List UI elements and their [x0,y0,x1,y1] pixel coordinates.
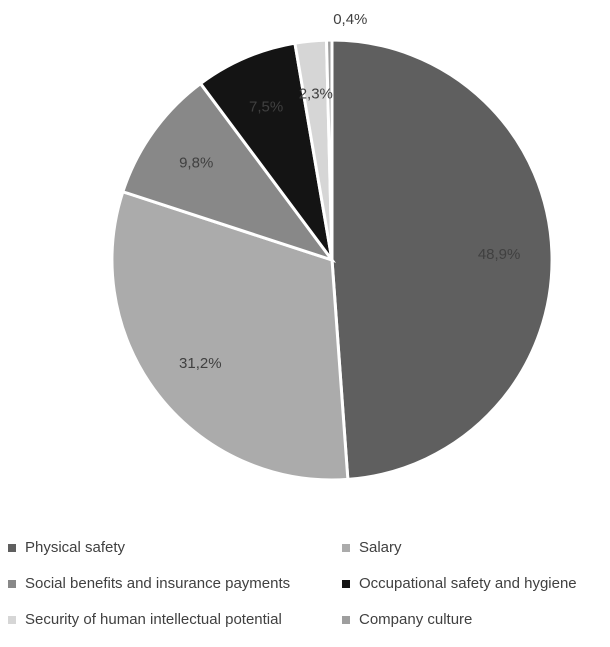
legend-item-occupational-safety: Occupational safety and hygiene [342,575,577,592]
pie-slice-salary [110,189,350,482]
legend-item-intellectual-potential: Security of human intellectual potential [8,611,282,628]
pie-slice-social-benefits-and-insurance-payments [120,81,337,263]
legend-label: Physical safety [25,539,126,556]
legend: Physical safety Salary Social benefits a… [8,539,610,647]
legend-label: Occupational safety and hygiene [359,575,577,592]
legend-item-physical-safety: Physical safety [8,539,125,556]
legend-item-company-culture: Company culture [342,611,472,628]
legend-label: Company culture [359,611,473,628]
pie-slice-physical-safety [330,38,554,482]
data-labels: 48,9% 31,2% 9,8% 7,5% 2,3% 0,4% [179,11,520,372]
legend-swatch [342,615,350,624]
legend-row: Physical safety Salary [8,539,610,575]
pie-slice-occupational-safety-and-hygiene [198,41,334,261]
data-label-security-of-human-intellectual-potential: 2,3% [299,86,333,103]
legend-swatch [8,579,16,588]
legend-swatch [342,543,350,552]
legend-swatch [342,579,350,588]
data-label-company-culture: 0,4% [333,11,367,28]
pie-chart: 48,9% 31,2% 9,8% 7,5% 2,3% 0,4% [110,11,554,482]
legend-label: Security of human intellectual potential [25,611,282,628]
data-label-occupational-safety-and-hygiene: 7,5% [249,98,283,115]
legend-label: Social benefits and insurance payments [25,575,291,592]
legend-row: Security of human intellectual potential… [8,611,610,647]
data-label-salary: 31,2% [179,355,222,372]
pie-slices [110,38,554,482]
data-label-social-benefits-and-insurance-payments: 9,8% [179,154,213,171]
legend-row: Social benefits and insurance payments O… [8,575,610,611]
legend-label: Salary [359,539,402,556]
legend-item-social-benefits: Social benefits and insurance payments [8,575,290,592]
data-label-physical-safety: 48,9% [478,246,521,263]
legend-item-salary: Salary [342,539,402,556]
legend-swatch [8,615,16,624]
legend-swatch [8,543,16,552]
pie-slice-company-culture [324,38,334,261]
